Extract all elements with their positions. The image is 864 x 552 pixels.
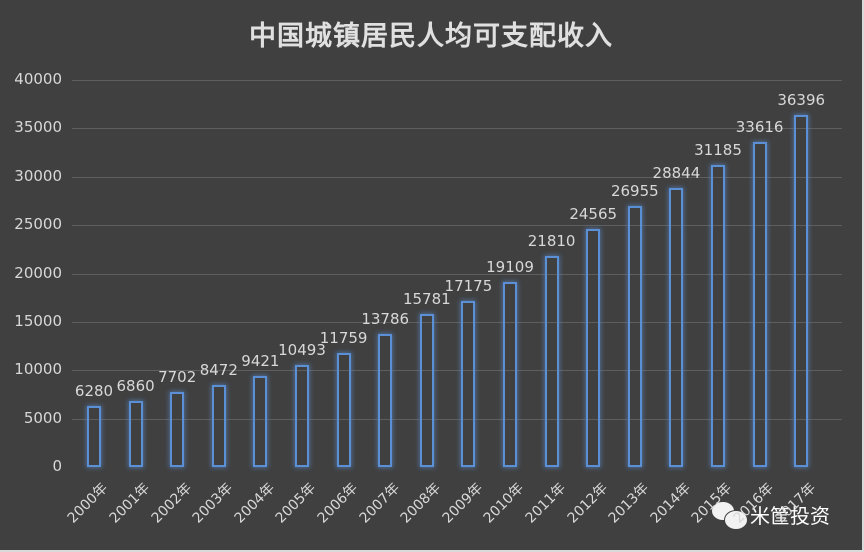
data-label: 17175 [444,276,493,295]
bar [170,392,185,467]
gridline [72,321,842,323]
y-tick-label: 15000 [14,311,62,330]
data-label: 15781 [402,290,451,309]
data-label: 19109 [486,258,534,277]
gridline [72,128,842,130]
bar [586,229,601,467]
bar [461,300,476,467]
x-tick-label: 2005年 [273,480,320,527]
bar [295,365,309,467]
x-tick-label: 2003年 [189,480,237,527]
x-tick-label: 2000年 [65,480,112,527]
x-tick-label: 2006年 [314,480,362,527]
x-tick-label: 2001年 [106,480,154,527]
bar [711,165,725,467]
data-label: 21810 [527,231,576,250]
data-label: 7702 [158,368,197,387]
bar [211,385,226,467]
watermark: 米筐投资 [712,500,830,530]
y-tick-label: 0 [52,457,62,475]
bar [378,333,393,467]
x-tick-label: 2004年 [231,480,278,527]
chart-title: 中国城镇居民人均可支配收入 [249,21,613,52]
data-label: 6860 [116,376,155,395]
x-tick-label: 2007年 [356,480,403,527]
x-tick-label: 2011年 [522,480,570,527]
y-tick-label: 10000 [14,360,62,379]
data-label: 9421 [241,351,280,370]
bar [87,406,101,467]
bar [544,255,559,467]
y-tick-label: 40000 [14,70,62,88]
x-tick-label: 2002年 [148,480,195,527]
x-tick-label: 2010年 [481,480,528,527]
y-tick-label: 35000 [14,118,62,137]
data-label: 36396 [777,90,826,109]
gridline [72,418,842,420]
x-tick-label: 2013年 [605,480,653,527]
bar [752,141,767,467]
gridline [72,273,842,275]
bar [128,400,143,467]
gridline [72,370,842,372]
gridline [72,80,842,81]
y-tick-label: 20000 [14,263,62,282]
data-label: 13786 [361,309,410,328]
data-label: 6280 [74,382,114,401]
gridline [72,176,842,178]
bar [503,282,517,467]
x-tick-label: 2009年 [439,480,486,527]
x-tick-label: 2008年 [397,480,445,527]
data-label: 28844 [652,163,701,182]
data-label: 31185 [694,141,742,160]
bar [627,206,642,467]
data-label: 26955 [610,182,659,201]
bar [669,187,684,467]
bar [253,375,268,467]
y-tick-label: 25000 [14,215,62,234]
data-label: 11759 [319,329,368,348]
wechat-icon [712,501,748,530]
watermark-text: 米筐投资 [750,504,830,528]
data-label: 10493 [278,341,326,360]
x-tick-label: 2014年 [647,480,694,527]
bar [794,114,809,467]
y-tick-label: 30000 [14,166,62,185]
data-label: 33616 [735,117,784,136]
gridline [72,225,842,227]
y-tick-label: 5000 [23,408,62,427]
x-tick-label: 2012年 [564,480,611,527]
data-label: 24565 [569,205,618,224]
data-label: 8472 [199,361,238,380]
bar [336,353,351,467]
bar [419,314,434,467]
